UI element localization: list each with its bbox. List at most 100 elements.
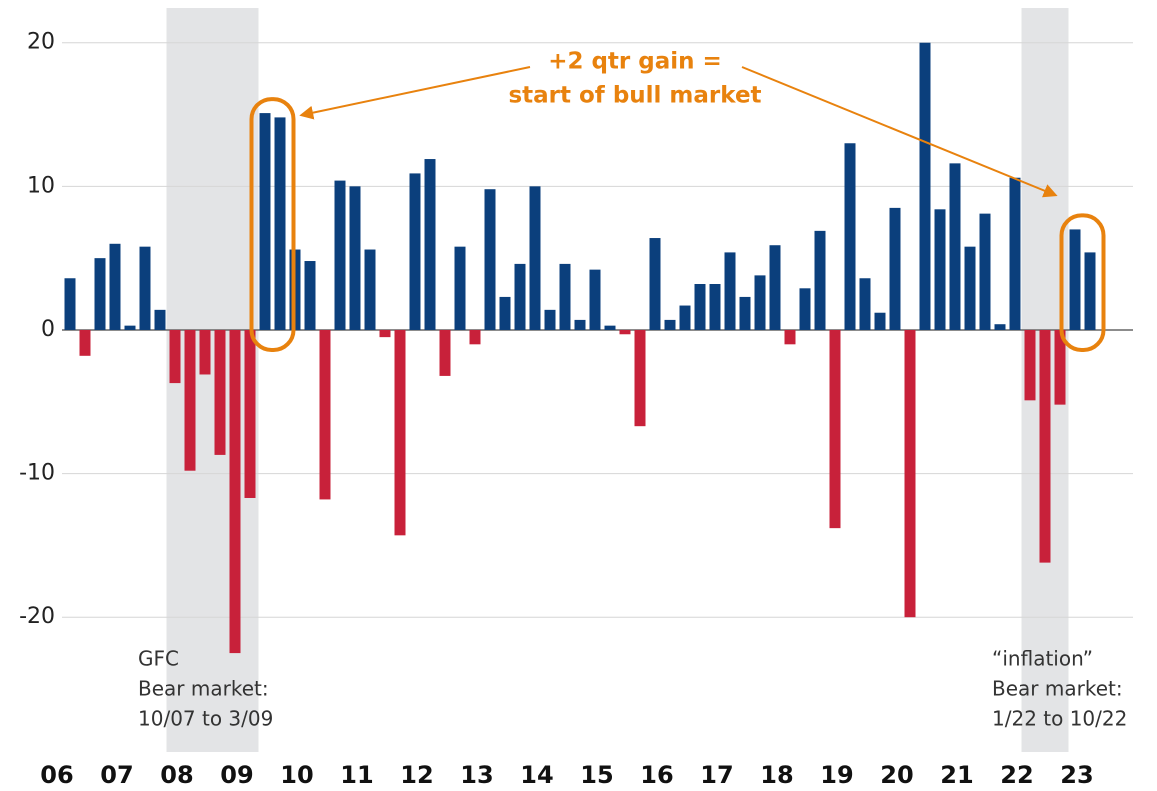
bar <box>304 261 316 330</box>
bar <box>829 329 841 529</box>
bar <box>574 319 586 330</box>
bar <box>79 329 91 356</box>
background-layer <box>166 8 1069 752</box>
region-label: Bear market: <box>138 677 269 701</box>
bar <box>859 278 871 330</box>
x-tick-label: 07 <box>100 761 133 789</box>
arrow <box>741 66 1058 198</box>
bar <box>1039 329 1051 563</box>
region-label: Bear market: <box>992 677 1123 701</box>
x-tick-label: 12 <box>400 761 433 789</box>
bar <box>139 246 151 330</box>
bar <box>739 296 751 330</box>
highlight-outline <box>249 97 296 352</box>
bar <box>154 309 166 330</box>
annotation: +2 qtr gain = <box>548 49 722 75</box>
x-tick-label: 08 <box>160 761 193 789</box>
x-tick-label: 18 <box>760 761 793 789</box>
region-label: 10/07 to 3/09 <box>138 707 273 731</box>
bar <box>229 329 241 654</box>
bar <box>364 249 376 330</box>
bar <box>604 325 616 330</box>
bar <box>439 329 451 376</box>
bar <box>64 278 76 330</box>
shaded-region <box>166 8 259 752</box>
bar <box>424 159 436 330</box>
bar <box>469 329 481 345</box>
bar <box>124 325 136 330</box>
bar <box>634 329 646 427</box>
bar <box>814 230 826 330</box>
x-tick-label: 11 <box>340 761 373 789</box>
bar <box>649 238 661 330</box>
bar <box>259 113 271 330</box>
x-tick-label: 09 <box>220 761 253 789</box>
region-label: GFC <box>138 647 179 671</box>
x-tick-label: 14 <box>520 761 553 789</box>
bar <box>964 246 976 330</box>
bar <box>784 329 796 345</box>
bar <box>484 189 496 330</box>
bar <box>514 263 526 330</box>
bar <box>214 329 226 455</box>
bar <box>109 243 121 330</box>
y-tick-label: -10 <box>19 461 55 486</box>
x-tick-label: 15 <box>580 761 613 789</box>
bar <box>1084 252 1096 330</box>
x-tick-label: 17 <box>700 761 733 789</box>
bar <box>409 173 421 330</box>
y-tick-label: 20 <box>27 30 55 55</box>
bar <box>274 117 286 330</box>
x-tick-label: 21 <box>940 761 973 789</box>
bar <box>799 288 811 330</box>
x-tick-label: 16 <box>640 761 673 789</box>
bar <box>949 163 961 330</box>
bar <box>904 329 916 618</box>
y-tick-label: -20 <box>19 604 55 629</box>
bar <box>1069 229 1081 330</box>
x-tick-label: 06 <box>40 761 73 789</box>
bar <box>244 329 256 498</box>
x-tick-label: 19 <box>820 761 853 789</box>
bar <box>589 269 601 330</box>
bar <box>94 258 106 330</box>
bar <box>709 284 721 330</box>
bar <box>199 329 211 375</box>
bar <box>184 329 196 471</box>
bar <box>979 213 991 330</box>
y-tick-label: 0 <box>41 317 55 342</box>
x-tick-label: 10 <box>280 761 313 789</box>
bar <box>724 252 736 330</box>
bar <box>559 263 571 330</box>
bar <box>499 296 511 330</box>
annotation: start of bull market <box>508 83 761 109</box>
y-tick-label: 10 <box>27 173 55 198</box>
bar <box>694 284 706 330</box>
arrow <box>299 66 531 120</box>
bar <box>454 246 466 330</box>
bar <box>934 209 946 330</box>
bar <box>994 324 1006 330</box>
bar <box>1009 177 1021 330</box>
bar <box>319 329 331 500</box>
bar <box>844 143 856 330</box>
bar <box>379 329 391 338</box>
bar <box>349 186 361 330</box>
bar <box>334 180 346 330</box>
bar <box>394 329 406 536</box>
x-tick-label: 23 <box>1060 761 1093 789</box>
bar <box>919 42 931 330</box>
bar <box>664 319 676 330</box>
highlight-outline <box>1059 213 1106 352</box>
x-tick-label: 20 <box>880 761 913 789</box>
bar <box>1024 329 1036 401</box>
region-label: “inflation” <box>992 647 1093 671</box>
x-tick-label: 22 <box>1000 761 1033 789</box>
region-label: 1/22 to 10/22 <box>992 707 1127 731</box>
bar <box>544 309 556 330</box>
bar <box>169 329 181 384</box>
bar <box>679 305 691 330</box>
bar <box>619 329 631 335</box>
bar <box>874 312 886 330</box>
